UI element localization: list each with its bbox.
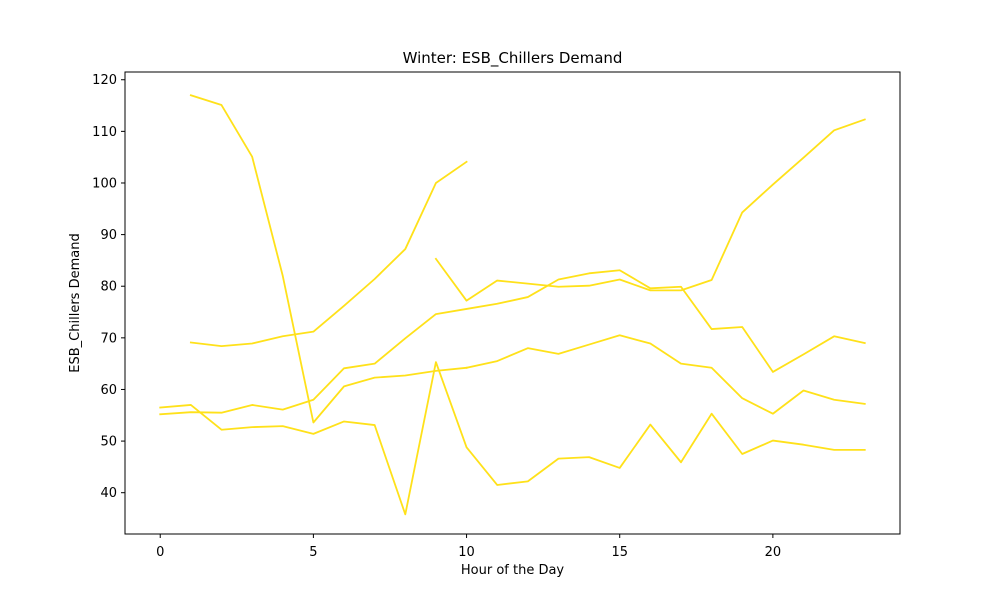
x-tick-label-5: 20 <box>765 545 782 560</box>
series-line-3 <box>189 160 468 348</box>
y-axis: 40 50 60 70 80 90 100 110 120 <box>92 73 125 501</box>
series-line-6 <box>465 334 866 415</box>
y-tick-label-1: 40 <box>100 486 117 501</box>
y-tick-label-4: 70 <box>100 331 117 346</box>
y-tick-label-8: 110 <box>92 125 117 140</box>
series-line-1 <box>189 94 468 424</box>
series-line-4 <box>159 269 866 416</box>
x-tick-label-3: 10 <box>458 545 475 560</box>
plot-frame <box>124 71 901 535</box>
x-axis: 0 5 10 15 20 <box>156 534 781 560</box>
series-layer <box>159 94 866 516</box>
y-tick-label-5: 80 <box>100 280 117 295</box>
y-tick-label-7: 100 <box>92 176 117 191</box>
series-line-2 <box>434 118 866 302</box>
series-line-5 <box>159 361 866 516</box>
x-tick-label-1: 0 <box>156 545 164 560</box>
y-tick-label-3: 60 <box>100 383 117 398</box>
x-axis-label: Hour of the Day <box>461 563 565 578</box>
y-axis-label: ESB_Chillers Demand <box>68 233 83 372</box>
y-tick-label-6: 90 <box>100 228 117 243</box>
y-tick-label-9: 120 <box>92 73 117 88</box>
x-tick-label-2: 5 <box>309 545 317 560</box>
y-tick-label-2: 50 <box>100 435 117 450</box>
chart-title: Winter: ESB_Chillers Demand <box>403 49 623 68</box>
x-tick-label-4: 15 <box>611 545 628 560</box>
